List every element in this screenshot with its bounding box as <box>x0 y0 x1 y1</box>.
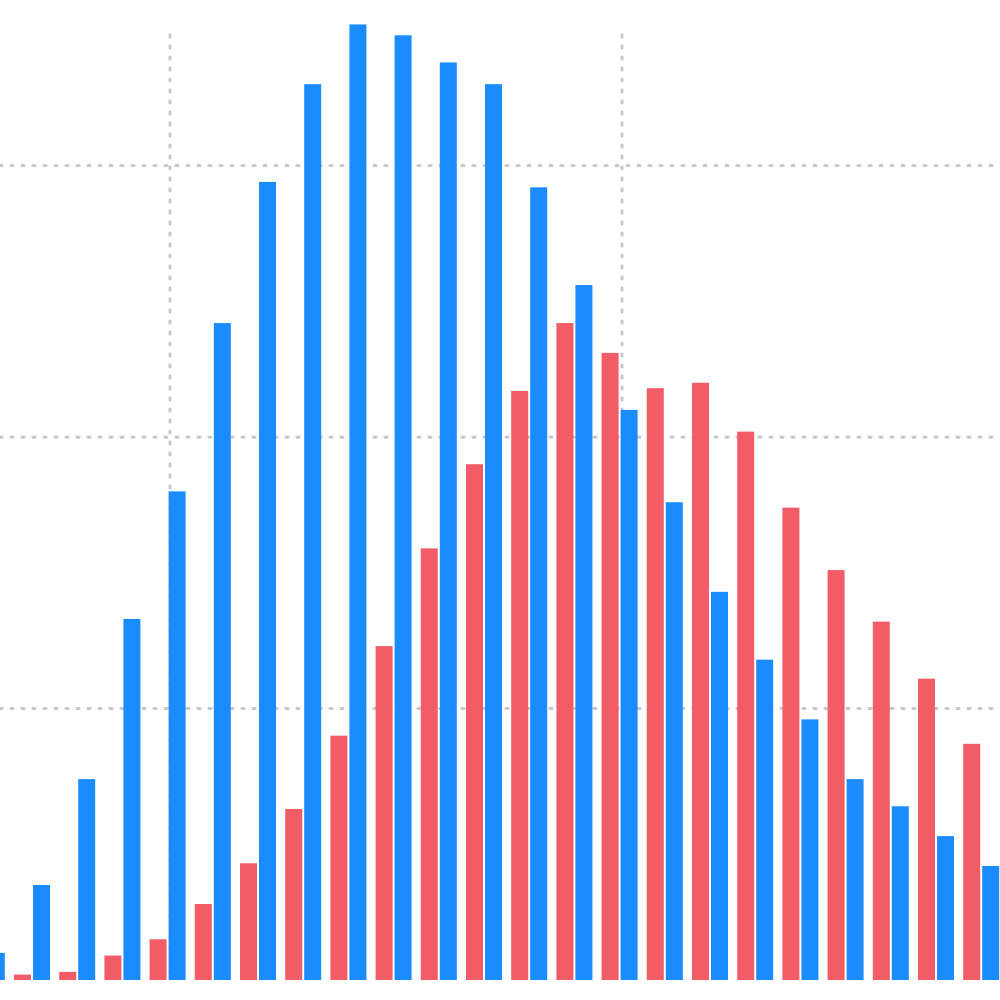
bar <box>240 863 257 980</box>
bar <box>620 409 638 981</box>
bar <box>711 591 728 980</box>
bar <box>0 952 5 980</box>
bar <box>104 955 122 980</box>
bar <box>692 382 709 980</box>
bar <box>439 62 457 980</box>
bar <box>846 779 864 980</box>
bar <box>485 84 502 980</box>
bar <box>304 84 322 980</box>
bar <box>937 836 954 980</box>
bar <box>963 743 981 980</box>
bar <box>756 659 774 980</box>
bar <box>601 352 619 981</box>
bar <box>259 181 276 980</box>
bar <box>78 779 96 980</box>
bar <box>149 939 167 980</box>
bar <box>466 464 483 980</box>
bar <box>575 285 593 980</box>
bar <box>285 808 303 980</box>
bar <box>123 618 141 980</box>
bar <box>737 431 755 980</box>
bar <box>801 719 819 980</box>
bar <box>375 646 393 980</box>
bar <box>168 491 186 980</box>
bar <box>33 884 50 980</box>
bar <box>213 323 231 980</box>
bar <box>665 502 683 980</box>
bar <box>891 806 909 980</box>
bar <box>420 548 438 980</box>
bar <box>556 323 574 980</box>
bar <box>530 187 548 981</box>
bar <box>646 388 664 980</box>
bar <box>511 390 529 980</box>
bar <box>872 621 890 980</box>
bar <box>330 735 348 980</box>
bar <box>782 507 800 980</box>
bar <box>827 570 845 980</box>
bar <box>349 24 367 981</box>
bar <box>918 678 935 980</box>
bar <box>59 971 77 980</box>
bar <box>394 35 412 981</box>
bar <box>14 974 31 980</box>
bar <box>194 903 212 980</box>
bar <box>982 865 1000 980</box>
